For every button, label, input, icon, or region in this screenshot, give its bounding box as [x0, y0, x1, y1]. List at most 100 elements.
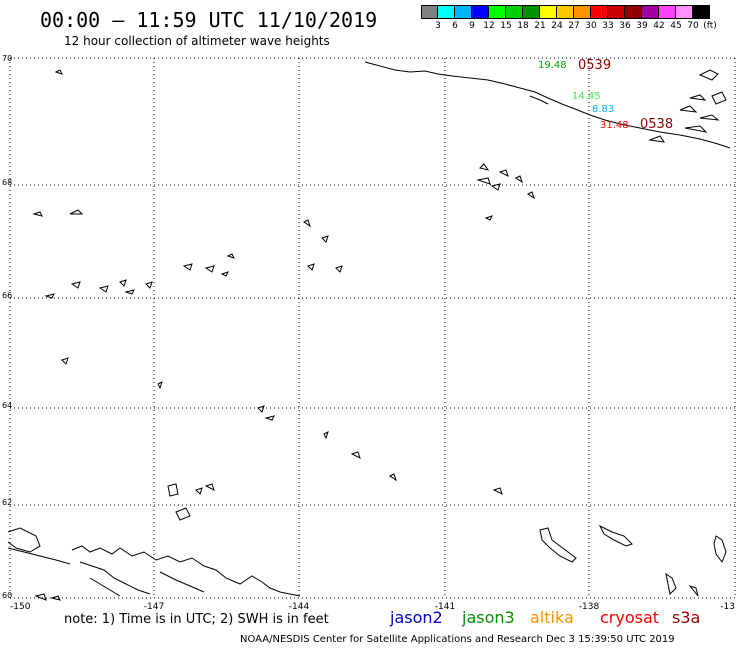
units-note: note: 1) Time is in UTC; 2) SWH is in fe… [64, 612, 329, 627]
coastline-segment [71, 545, 301, 597]
color-scale-labels: 3 6 9 12 15 18 21 24 27 30 33 36 39 42 45 70 (ft) [421, 21, 740, 33]
color-swatch [591, 5, 608, 19]
coastline-segment [167, 483, 179, 497]
wave-height-label: 8.83 [592, 104, 614, 115]
color-scale-label: 18 [517, 21, 529, 31]
coastline-segment [713, 535, 727, 564]
color-swatch [540, 5, 557, 19]
coastline-segment [684, 125, 708, 133]
color-swatch [523, 5, 540, 19]
legend-jason3: jason3 [462, 608, 515, 627]
color-swatch [693, 5, 710, 19]
color-scale-label: 24 [551, 21, 563, 31]
color-scale-label: 6 [452, 21, 458, 31]
color-scale-label: (ft) [703, 21, 717, 31]
color-swatch [438, 5, 455, 19]
coastline-segment [124, 289, 135, 295]
coastline-segment [204, 483, 215, 491]
latitude-label: 70 [2, 54, 12, 63]
color-swatch [608, 5, 625, 19]
coastline-segment [119, 279, 127, 287]
legend-cryosat: cryosat [600, 608, 660, 627]
coastline-segment [335, 265, 343, 273]
coastline-segment [698, 69, 719, 81]
latitude-label: 64 [2, 401, 12, 410]
footer-credit: NOAA/NESDIS Center for Satellite Applica… [240, 634, 675, 645]
color-swatch [659, 5, 676, 19]
color-scale-label: 27 [568, 21, 580, 31]
color-swatch [574, 5, 591, 19]
coastline-segment [648, 135, 666, 143]
color-swatch [489, 5, 506, 19]
coastline-segment [389, 473, 397, 482]
coastline-segment [54, 69, 63, 75]
color-swatch [455, 5, 472, 19]
longitude-label: -147 [144, 602, 164, 612]
coastline-segment [204, 265, 215, 273]
coastline-segment [226, 253, 235, 259]
coastline-segment [257, 405, 265, 413]
coastline-segment [220, 271, 229, 277]
coastline-segment [182, 263, 193, 271]
coastline-segment [665, 572, 677, 596]
color-swatch [506, 5, 523, 19]
color-swatch [625, 5, 642, 19]
coastline-segment [145, 281, 153, 289]
coastline-segment [321, 235, 329, 243]
color-swatch [642, 5, 659, 19]
longitude-label: -150 [10, 602, 31, 612]
coastline-segment [264, 415, 275, 421]
coastline-segment [61, 357, 69, 365]
wave-height-label: 0539 [578, 58, 611, 73]
coastline-segment [492, 487, 503, 495]
coastline-segment [89, 577, 121, 597]
coastline-segment [7, 547, 71, 565]
coastline-segment [476, 177, 491, 185]
coastline-segment [490, 183, 501, 191]
color-scale-label: 9 [469, 21, 475, 31]
longitude-labels: -150 -147 -144 -141 -138 -13 [10, 602, 735, 612]
coastline-segment [688, 584, 699, 597]
coastline-segment [539, 527, 577, 563]
color-scale-label: 39 [636, 21, 648, 31]
coastline-segment [479, 163, 490, 171]
coastline-segment [69, 209, 84, 215]
map-grid [9, 57, 736, 599]
latitude-label: 60 [2, 591, 12, 600]
wave-height-annotations: 19.48 0539 14.45 8.83 31.48 0538 [538, 58, 673, 132]
latitude-label: 62 [2, 498, 12, 507]
legend-altika: altika [530, 608, 574, 627]
map-subtitle: 12 hour collection of altimeter wave hei… [64, 34, 330, 48]
coastline-segment [699, 114, 720, 121]
coastline-segment [79, 561, 151, 595]
latitude-labels: 70 68 66 64 62 60 [2, 54, 12, 600]
longitude-label: -144 [289, 602, 310, 612]
coastline-segment [175, 507, 191, 521]
coastline-segment [323, 431, 329, 440]
legend-s3a: s3a [672, 608, 701, 627]
legend-jason2: jason2 [390, 608, 443, 627]
coastline-segment [527, 191, 535, 200]
coastline-segment [98, 285, 109, 293]
coastline-segment [32, 211, 43, 217]
wave-height-label: 31.48 [600, 120, 629, 131]
longitude-label: -138 [579, 602, 600, 612]
wave-height-label: 19.48 [538, 60, 567, 71]
coastline-segment [159, 571, 205, 593]
latitude-label: 66 [2, 291, 12, 300]
color-swatch [421, 5, 438, 19]
color-scale-label: 3 [435, 21, 441, 31]
wave-height-label: 0538 [640, 117, 673, 132]
coastline-segment [303, 219, 311, 228]
color-scale-label: 12 [483, 21, 495, 31]
color-scale-label: 33 [602, 21, 614, 31]
color-scale-label: 36 [619, 21, 631, 31]
longitude-label: -13 [720, 602, 735, 612]
wave-height-label: 14.45 [572, 91, 601, 102]
longitude-label: -141 [435, 602, 455, 612]
color-scale-label: 45 [670, 21, 682, 31]
coastline-segment [50, 595, 61, 601]
coastline-segment [307, 263, 315, 271]
coastline-segment [364, 61, 731, 149]
